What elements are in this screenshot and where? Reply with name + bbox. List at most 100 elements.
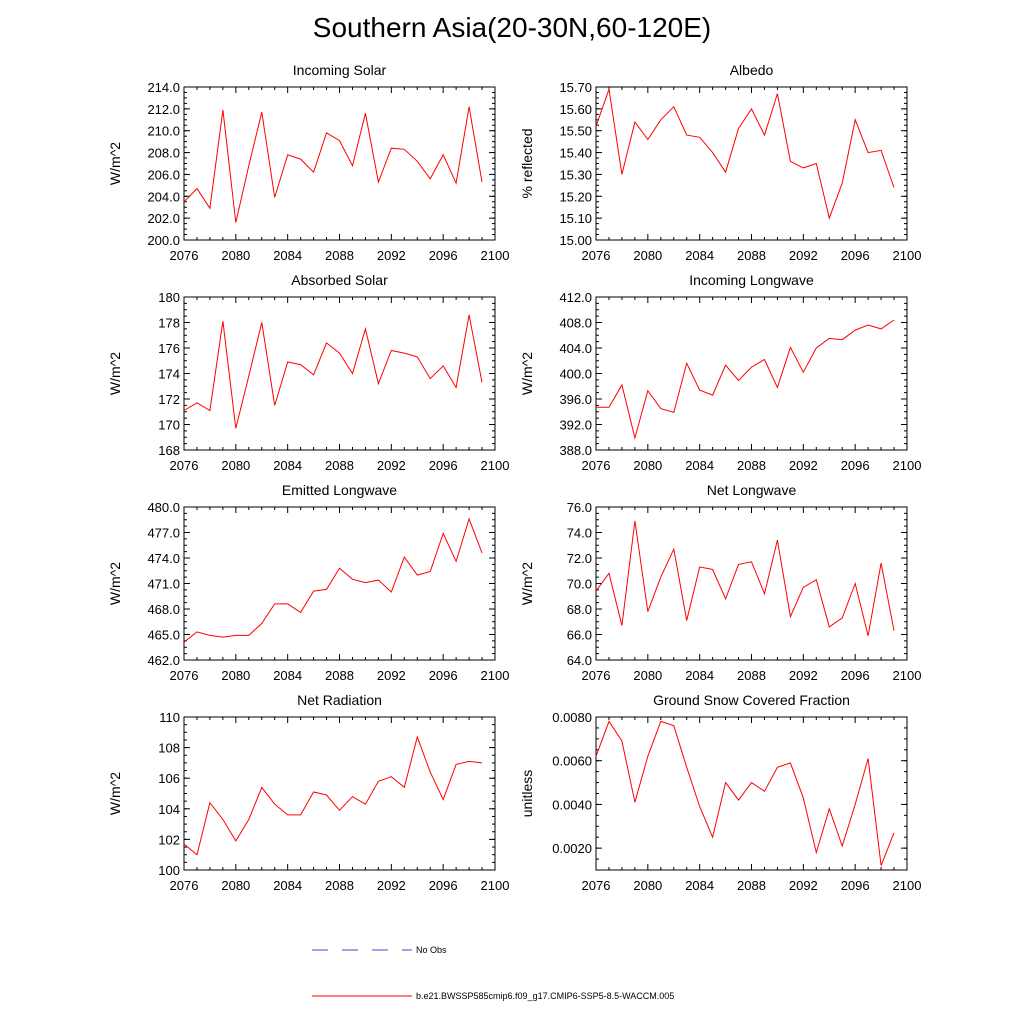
series-line: [183, 517, 483, 643]
x-tick-label: 2096: [429, 668, 458, 683]
x-tick-label: 2076: [582, 878, 611, 893]
x-tick-label: 2076: [582, 458, 611, 473]
x-tick-label: 2076: [582, 668, 611, 683]
y-tick-label: 0.0040: [552, 797, 592, 812]
y-tick-label: 108: [158, 741, 180, 756]
panel-title: Net Longwave: [707, 482, 797, 498]
y-tick-label: 66.0: [567, 628, 592, 643]
y-tick-label: 178: [158, 316, 180, 331]
y-tick-label: 465.0: [147, 628, 180, 643]
x-tick-label: 2076: [170, 668, 199, 683]
y-tick-label: 15.00: [559, 233, 592, 248]
x-tick-label: 2080: [633, 248, 662, 263]
x-tick-label: 2080: [221, 248, 250, 263]
y-tick-label: 208.0: [147, 146, 180, 161]
x-tick-label: 2088: [737, 248, 766, 263]
x-tick-label: 2084: [273, 878, 302, 893]
x-tick-label: 2092: [377, 878, 406, 893]
y-tick-label: 170: [158, 418, 180, 433]
x-tick-label: 2076: [170, 878, 199, 893]
y-tick-label: 0.0080: [552, 710, 592, 725]
y-tick-label: 412.0: [559, 290, 592, 305]
y-tick-label: 70.0: [567, 577, 592, 592]
panel: 2076 2080 2084 2088 2092 2096 2100 462.0 465.0 46…: [107, 482, 509, 683]
y-tick-label: 474.0: [147, 551, 180, 566]
series-line: [595, 720, 895, 866]
series-line: [183, 735, 483, 856]
y-tick-label: 174: [158, 367, 180, 382]
y-tick-label: 102: [158, 832, 180, 847]
x-tick-label: 2088: [325, 668, 354, 683]
x-tick-label: 2092: [789, 458, 818, 473]
x-tick-label: 2084: [273, 248, 302, 263]
y-tick-label: 72.0: [567, 551, 592, 566]
y-tick-label: 15.40: [559, 146, 592, 161]
x-tick-label: 2088: [737, 878, 766, 893]
y-tick-label: 15.60: [559, 102, 592, 117]
y-tick-label: 408.0: [559, 316, 592, 331]
x-tick-label: 2084: [685, 668, 714, 683]
x-tick-label: 2092: [377, 248, 406, 263]
series-line: [183, 106, 483, 223]
panel: 2076 2080 2084 2088 2092 2096 2100 0.0020 0.0040…: [519, 692, 921, 893]
x-tick-label: 2096: [429, 878, 458, 893]
y-tick-label: 200.0: [147, 233, 180, 248]
x-tick-label: 2096: [841, 248, 870, 263]
x-tick-label: 2084: [273, 668, 302, 683]
y-tick-label: 388.0: [559, 443, 592, 458]
panel-frame: [183, 296, 496, 451]
y-tick-label: 480.0: [147, 500, 180, 515]
x-tick-label: 2080: [221, 878, 250, 893]
y-tick-label: 106: [158, 771, 180, 786]
x-tick-label: 2088: [325, 878, 354, 893]
y-tick-label: 100: [158, 863, 180, 878]
x-tick-label: 2100: [481, 458, 510, 473]
page-title: Southern Asia(20-30N,60-120E): [312, 12, 712, 43]
x-tick-label: 2092: [377, 458, 406, 473]
y-tick-label: 462.0: [147, 653, 180, 668]
panel: 2076 2080 2084 2088 2092 2096 2100 64.0 66.0 68.0…: [519, 482, 921, 683]
panel-title: Albedo: [730, 62, 774, 78]
y-tick-label: 176: [158, 341, 180, 356]
panel: 2076 2080 2084 2088 2092 2096 2100 168 170 172 174…: [107, 272, 509, 473]
x-tick-label: 2096: [841, 668, 870, 683]
x-tick-label: 2080: [633, 458, 662, 473]
series-line: [596, 319, 895, 440]
y-tick-label: 204.0: [147, 189, 180, 204]
y-axis-label: W/m^2: [519, 562, 535, 605]
x-tick-label: 2084: [685, 248, 714, 263]
x-tick-label: 2076: [170, 458, 199, 473]
y-tick-label: 15.20: [559, 189, 592, 204]
x-tick-label: 2084: [273, 458, 302, 473]
x-tick-label: 2096: [841, 458, 870, 473]
x-tick-label: 2092: [789, 878, 818, 893]
x-tick-label: 2100: [481, 248, 510, 263]
y-tick-label: 76.0: [567, 500, 592, 515]
x-tick-label: 2076: [582, 248, 611, 263]
y-tick-label: 477.0: [147, 526, 180, 541]
y-tick-label: 468.0: [147, 602, 180, 617]
x-tick-label: 2096: [429, 458, 458, 473]
y-axis-label: W/m^2: [107, 562, 123, 605]
y-tick-label: 404.0: [559, 341, 592, 356]
panel-frame: [183, 86, 496, 241]
series-line: [595, 89, 895, 220]
y-tick-label: 168: [158, 443, 180, 458]
x-tick-label: 2080: [221, 668, 250, 683]
x-tick-label: 2076: [170, 248, 199, 263]
panel-title: Emitted Longwave: [282, 482, 397, 498]
series-line: [595, 520, 895, 636]
panel-frame: [595, 716, 908, 871]
x-tick-label: 2088: [325, 458, 354, 473]
y-tick-label: 172: [158, 392, 180, 407]
y-tick-label: 212.0: [147, 102, 180, 117]
x-tick-label: 2100: [481, 668, 510, 683]
x-tick-label: 2088: [737, 458, 766, 473]
y-tick-label: 214.0: [147, 80, 180, 95]
x-tick-label: 2100: [893, 878, 922, 893]
y-tick-label: 202.0: [147, 211, 180, 226]
y-tick-label: 180: [158, 290, 180, 305]
series-line: [183, 314, 483, 429]
y-axis-label: W/m^2: [107, 352, 123, 395]
